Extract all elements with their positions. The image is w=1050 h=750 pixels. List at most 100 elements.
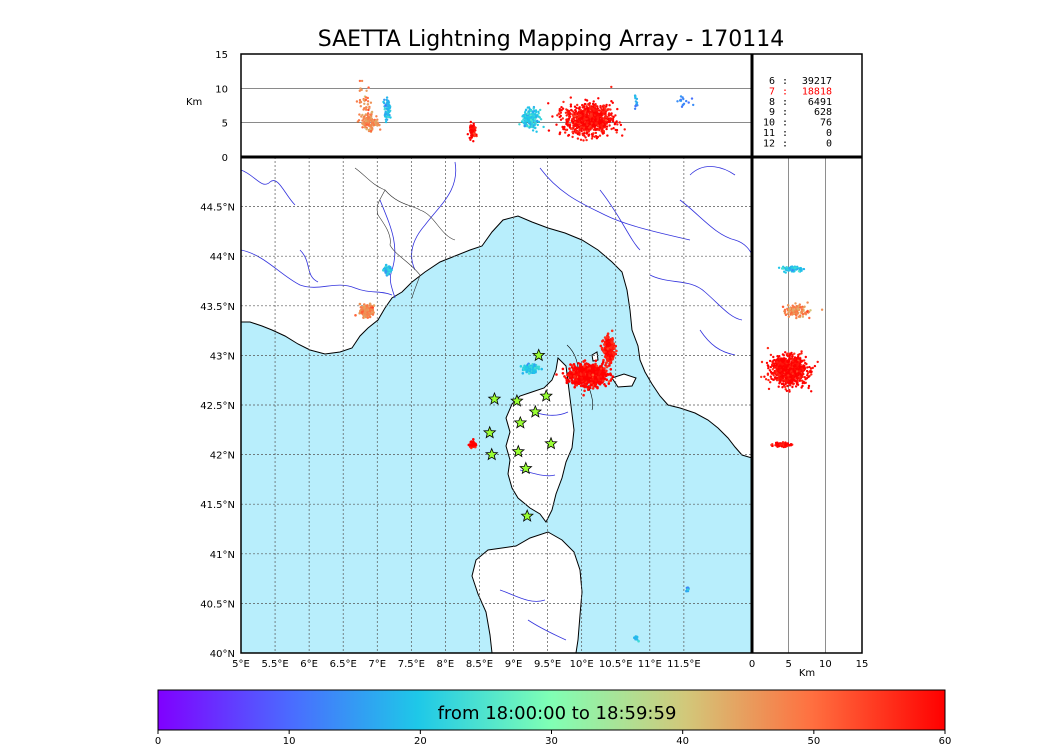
legend-row: 12: 0 xyxy=(763,138,832,149)
side-source-point xyxy=(768,369,772,372)
top-source-point xyxy=(609,113,612,116)
map-source-point xyxy=(561,367,565,371)
top-source-point xyxy=(364,113,368,116)
side-source-point xyxy=(797,371,800,375)
side-source-point xyxy=(800,269,803,272)
chart-title: SAETTA Lightning Mapping Array - 170114 xyxy=(318,27,785,52)
top-source-point xyxy=(367,128,371,132)
top-source-point xyxy=(605,125,609,128)
top-source-point xyxy=(534,126,537,129)
top-source-point xyxy=(578,106,581,110)
map-source-point xyxy=(634,637,638,640)
top-source-point xyxy=(682,103,685,106)
top-source-point xyxy=(605,127,608,131)
side-source-point xyxy=(766,372,770,375)
top-source-point xyxy=(524,122,528,125)
top-source-point xyxy=(634,95,637,98)
top-source-point xyxy=(560,106,563,109)
side-source-point xyxy=(793,352,796,355)
top-source-point xyxy=(571,131,574,134)
top-ylabel: Km xyxy=(186,97,202,108)
side-source-point xyxy=(779,378,782,382)
side-source-point xyxy=(791,355,794,358)
side-source-point xyxy=(784,361,787,364)
side-source-point xyxy=(786,352,789,355)
side-source-point xyxy=(800,379,804,382)
top-source-point xyxy=(581,103,584,107)
side-source-point xyxy=(778,362,781,365)
top-source-point xyxy=(469,120,472,124)
side-source-point xyxy=(792,375,795,379)
top-source-point xyxy=(365,128,368,131)
side-source-point xyxy=(795,314,798,317)
top-source-point xyxy=(533,118,537,121)
top-source-point xyxy=(522,121,525,124)
map-source-point xyxy=(387,268,391,272)
top-source-point xyxy=(559,118,563,122)
top-source-point xyxy=(370,111,374,114)
map-source-point xyxy=(586,386,589,389)
top-source-point xyxy=(623,128,626,131)
side-source-point xyxy=(791,308,795,311)
map-source-point xyxy=(596,386,599,390)
top-source-point xyxy=(598,134,602,137)
map-source-point xyxy=(365,308,369,312)
top-source-point xyxy=(466,133,469,136)
map-source-point xyxy=(608,343,611,347)
side-source-point xyxy=(788,307,792,310)
top-source-point xyxy=(615,120,618,123)
side-source-point xyxy=(795,312,799,315)
top-source-point xyxy=(574,122,577,126)
map-source-point xyxy=(611,357,614,361)
top-source-point xyxy=(384,118,388,122)
side-source-point xyxy=(791,313,794,316)
top-source-point xyxy=(591,102,595,106)
side-source-point xyxy=(772,355,775,359)
map-source-point xyxy=(609,351,612,354)
side-source-point xyxy=(798,379,802,382)
top-source-point xyxy=(606,134,609,137)
map-source-cluster xyxy=(382,263,393,277)
side-source-point xyxy=(776,444,779,447)
map-source-cluster xyxy=(599,329,618,369)
top-source-point xyxy=(537,110,540,114)
legend-count: 18818 xyxy=(802,86,832,97)
top-source-point xyxy=(363,102,366,106)
side-source-point xyxy=(783,308,787,311)
top-source-point xyxy=(572,116,575,120)
top-source-point xyxy=(592,132,595,135)
top-source-point xyxy=(372,123,376,127)
side-source-point xyxy=(801,313,805,316)
map-source-point xyxy=(565,381,569,385)
top-source-point xyxy=(388,113,391,117)
top-source-point xyxy=(374,119,378,123)
top-source-point xyxy=(367,108,370,112)
legend-sep: : xyxy=(782,118,788,129)
map-source-point xyxy=(609,358,612,361)
top-source-point xyxy=(596,105,599,108)
map-source-cluster xyxy=(555,359,615,397)
map-source-point xyxy=(605,365,609,369)
side-source-point xyxy=(789,353,792,356)
top-source-point xyxy=(685,99,688,103)
legend-key: 8 xyxy=(769,97,775,108)
side-source-point xyxy=(780,382,784,386)
side-source-point xyxy=(791,385,794,389)
top-source-point xyxy=(576,137,580,140)
map-source-point xyxy=(611,338,614,341)
map-source-point xyxy=(533,366,537,370)
map-source-point xyxy=(597,376,600,379)
map-source-point xyxy=(583,389,586,393)
top-source-point xyxy=(613,122,617,125)
colorbar-label: from 18:00:00 to 18:59:59 xyxy=(438,703,677,724)
top-source-point xyxy=(593,115,597,119)
map-source-point xyxy=(573,379,577,382)
legend-row: 6: 39217 xyxy=(769,76,832,87)
legend-count: 39217 xyxy=(802,76,832,87)
map-source-point xyxy=(582,368,585,372)
map-source-point xyxy=(582,360,585,363)
side-xlabel: Km xyxy=(799,668,815,679)
top-source-point xyxy=(526,106,530,109)
side-source-point xyxy=(789,357,793,360)
capraia-island xyxy=(591,351,599,362)
